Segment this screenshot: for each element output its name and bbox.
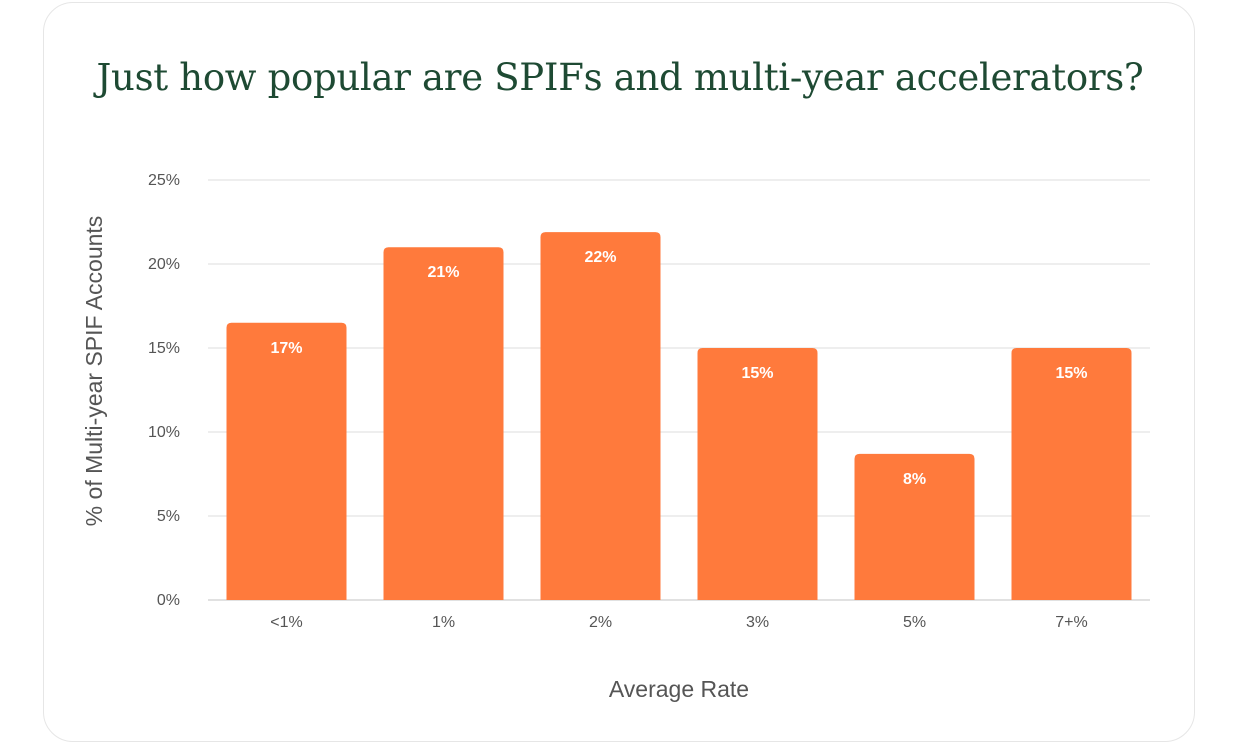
y-axis-title: % of Multi-year SPIF Accounts xyxy=(81,216,107,527)
x-tick-label: 1% xyxy=(432,614,455,631)
chart-title: Just how popular are SPIFs and multi-yea… xyxy=(96,56,1144,99)
x-axis-title: Average Rate xyxy=(609,676,749,702)
bar-value-label: 21% xyxy=(427,264,459,281)
bar xyxy=(697,348,818,600)
y-tick-label: 25% xyxy=(148,172,180,189)
bar-value-label: 22% xyxy=(584,249,616,266)
x-axis-ticks: <1% 1% 2% 3% 5% 7+% xyxy=(270,614,1087,631)
bars: 17% 21% 22% 15% 8% 15% xyxy=(226,232,1132,600)
bar xyxy=(226,322,347,600)
y-tick-label: 0% xyxy=(157,592,180,609)
x-tick-label: <1% xyxy=(270,614,302,631)
bar-value-label: 15% xyxy=(1055,365,1087,382)
bar-value-label: 17% xyxy=(270,340,302,357)
y-tick-label: 20% xyxy=(148,256,180,273)
bar xyxy=(540,232,661,600)
y-tick-label: 10% xyxy=(148,424,180,441)
bar xyxy=(1011,348,1132,600)
y-tick-label: 15% xyxy=(148,340,180,357)
bar xyxy=(854,453,975,600)
gridlines xyxy=(208,179,1150,601)
y-tick-label: 5% xyxy=(157,508,180,525)
bar-value-label: 15% xyxy=(741,365,773,382)
y-axis-ticks: 0% 5% 10% 15% 20% 25% xyxy=(148,172,180,609)
bar xyxy=(383,247,504,600)
x-tick-label: 5% xyxy=(903,614,926,631)
bar-value-label: 8% xyxy=(903,471,926,488)
x-tick-label: 2% xyxy=(589,614,612,631)
x-tick-label: 3% xyxy=(746,614,769,631)
x-tick-label: 7+% xyxy=(1055,614,1087,631)
